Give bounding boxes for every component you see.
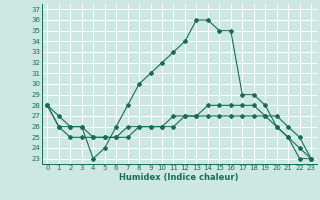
X-axis label: Humidex (Indice chaleur): Humidex (Indice chaleur) (119, 173, 239, 182)
